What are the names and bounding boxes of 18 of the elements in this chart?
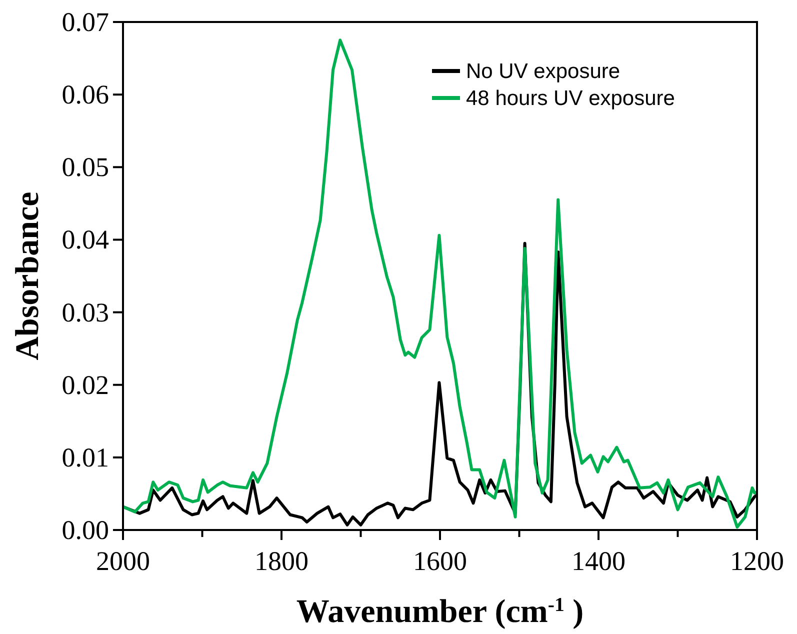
- y-tick-label: 0.02: [62, 370, 109, 400]
- x-tick-label: 1400: [572, 546, 626, 576]
- y-axis-title: Absorbance: [10, 192, 46, 360]
- legend-label: 48 hours UV exposure: [466, 87, 675, 110]
- y-tick-label: 0.00: [62, 515, 109, 545]
- y-tick-label: 0.07: [62, 7, 109, 37]
- x-tick-label: 1800: [254, 546, 308, 576]
- y-tick-label: 0.06: [62, 80, 109, 110]
- y-tick-label: 0.05: [62, 152, 109, 182]
- line-series: [123, 38, 757, 529]
- x-tick-label: 2000: [96, 546, 150, 576]
- y-tick-label: 0.01: [62, 442, 109, 472]
- legend-label: No UV exposure: [466, 60, 620, 83]
- y-tick-label: 0.04: [62, 224, 110, 255]
- y-tick-label: 0.03: [62, 297, 109, 328]
- x-tick-label: 1600: [413, 546, 467, 576]
- x-tick-label: 1200: [730, 546, 784, 576]
- x-axis-title: Wavenumber (cm$^{-1}$ ): [296, 594, 584, 630]
